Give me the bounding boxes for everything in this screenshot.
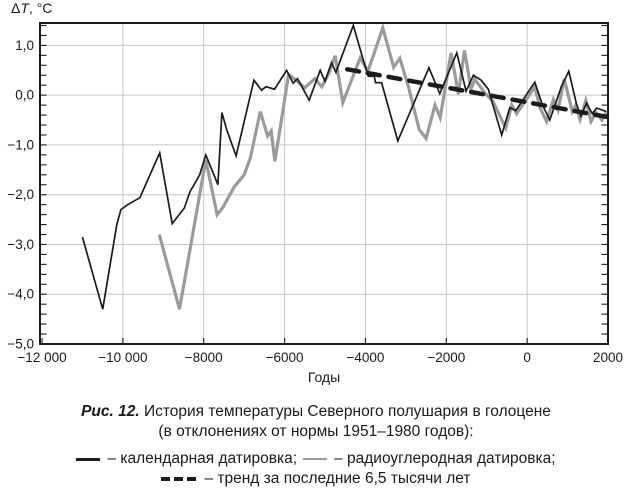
gridlines bbox=[40, 23, 608, 344]
x-tick-label: −8000 bbox=[185, 350, 223, 365]
y-tick-label: −5,0 bbox=[7, 337, 34, 352]
y-tick-label: 1,0 bbox=[15, 38, 34, 53]
legend-label-calendar: – календарная датировка; bbox=[107, 450, 298, 467]
x-tick-label: 0 bbox=[523, 350, 531, 365]
chart-legend-row-1: – календарная датировка; – радиоуглеродн… bbox=[0, 449, 632, 469]
x-tick-label: −4000 bbox=[346, 350, 384, 365]
dashed-black-line-icon bbox=[161, 477, 198, 481]
y-tick-label: −3,0 bbox=[7, 237, 34, 252]
series-lines bbox=[81, 22, 611, 310]
temperature-anomaly-chart: 1,0 0,0 −1,0 −2,0 −3,0 −4,0 −5,0−12 000 −10 000… bbox=[7, 0, 623, 385]
legend-label-trend: – тренд за последние 6,5 тысячи лет bbox=[204, 470, 471, 487]
figure-caption: Рис. 12. История температуры Северного п… bbox=[0, 402, 632, 489]
x-tick-label: −6000 bbox=[266, 350, 304, 365]
x-tick-label: −12 000 bbox=[17, 350, 66, 365]
y-tick-label: 0,0 bbox=[15, 88, 34, 103]
caption-subtitle: (в отклонениях от нормы 1951–1980 годов)… bbox=[158, 423, 474, 440]
x-tick-label: −2000 bbox=[427, 350, 465, 365]
axis-ticks bbox=[41, 24, 607, 343]
legend-entry-calendar: – календарная датировка; bbox=[76, 449, 297, 469]
x-axis-title: Годы bbox=[308, 369, 340, 385]
plot-frame bbox=[39, 22, 609, 345]
x-tick-label: 2000 bbox=[593, 350, 623, 365]
legend-label-radiocarbon: – радиоуглеродная датировка; bbox=[334, 450, 556, 467]
chart-legend-row-2: – тренд за последние 6,5 тысячи лет bbox=[0, 469, 632, 489]
y-axis-title: ΔT, °C bbox=[11, 0, 52, 16]
caption-title: Рис. 12. История температуры Северного п… bbox=[0, 402, 632, 422]
series-line-1 bbox=[81, 22, 607, 310]
y-tick-label: −1,0 bbox=[7, 137, 34, 152]
y-tick-label: −4,0 bbox=[7, 287, 34, 302]
axis-tick-labels: 1,0 0,0 −1,0 −2,0 −3,0 −4,0 −5,0−12 000 −10 000… bbox=[7, 38, 623, 365]
solid-gray-line-icon bbox=[303, 457, 328, 461]
solid-black-line-icon bbox=[76, 457, 101, 461]
series-line-2 bbox=[344, 67, 611, 120]
series-line-0 bbox=[157, 22, 608, 310]
legend-entry-trend: – тренд за последние 6,5 тысячи лет bbox=[161, 469, 471, 489]
y-tick-label: −2,0 bbox=[7, 187, 34, 202]
legend-entry-radiocarbon: – радиоуглеродная датировка; bbox=[303, 449, 556, 469]
x-tick-label: −10 000 bbox=[98, 350, 147, 365]
caption-title-text: История температуры Северного полушария … bbox=[143, 403, 551, 420]
figure-number-label: Рис. 12. bbox=[81, 403, 140, 420]
